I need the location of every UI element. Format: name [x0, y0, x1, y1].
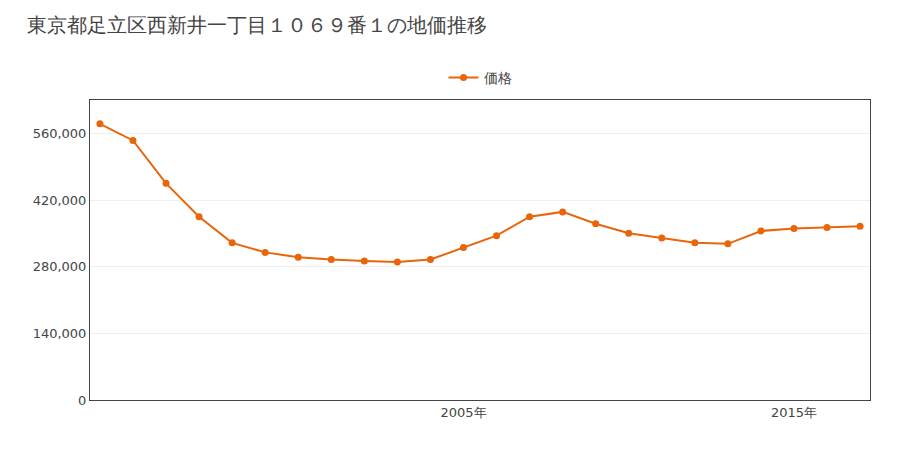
svg-text:東京都足立区西新井一丁目１０６９番１の地価推移: 東京都足立区西新井一丁目１０６９番１の地価推移	[27, 13, 487, 37]
svg-text:420,000: 420,000	[33, 193, 87, 208]
svg-text:0: 0	[78, 393, 86, 408]
svg-text:2005年: 2005年	[440, 405, 486, 420]
svg-text:2015年: 2015年	[771, 405, 817, 420]
svg-text:560,000: 560,000	[33, 126, 87, 141]
svg-text:140,000: 140,000	[33, 326, 87, 341]
svg-text:価格: 価格	[484, 70, 512, 86]
svg-text:280,000: 280,000	[33, 259, 87, 274]
